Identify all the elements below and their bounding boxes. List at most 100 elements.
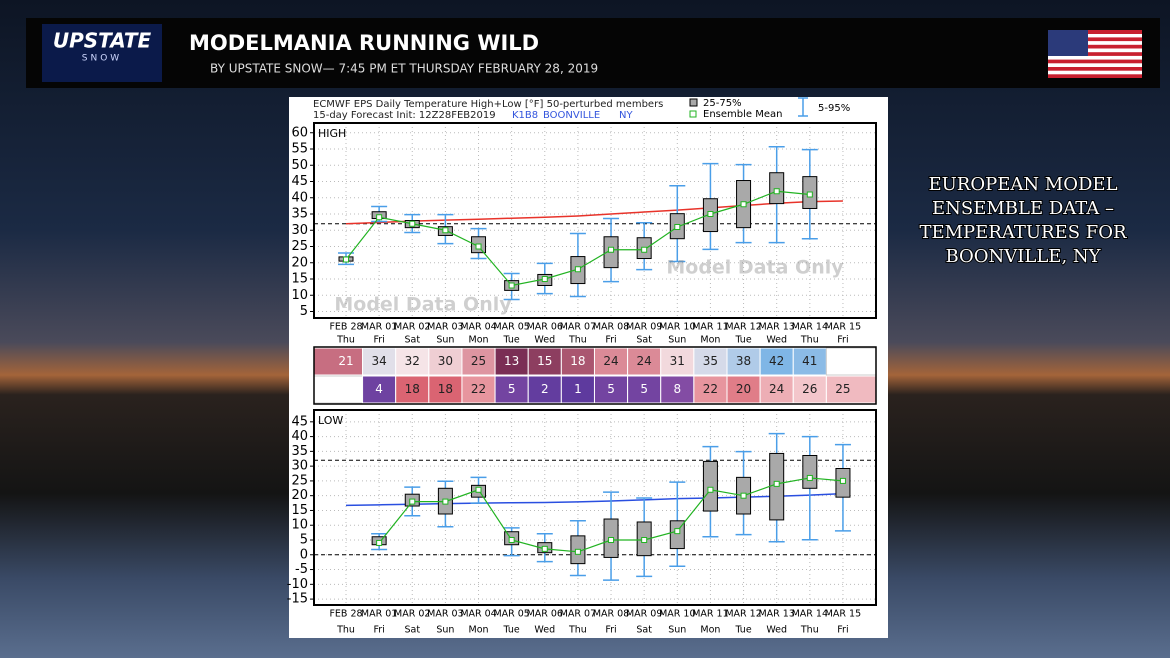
mean-marker <box>674 224 681 230</box>
x-tick-label: MAR 12 <box>725 609 761 620</box>
y-tick-label: -15 <box>287 592 308 607</box>
weekday-label: Thu <box>568 625 587 636</box>
flag <box>1048 30 1142 78</box>
x-tick-label: MAR 01 <box>361 322 397 333</box>
table-value: 42 <box>769 354 784 368</box>
mean-marker <box>409 220 416 227</box>
box <box>802 455 818 489</box>
plot-frame <box>313 122 877 319</box>
table-value: 18 <box>438 382 453 396</box>
table-value: 5 <box>640 382 648 396</box>
mean-marker <box>641 537 648 543</box>
y-tick-label: 35 <box>291 207 308 222</box>
mean-marker <box>574 266 581 273</box>
legend-box <box>689 98 698 107</box>
legend-label: 5-95% <box>818 103 850 114</box>
table-value: 34 <box>371 354 386 368</box>
x-tick-label: MAR 09 <box>626 322 662 333</box>
logo-sub: SNOW <box>82 54 122 64</box>
y-tick-label: 35 <box>291 444 308 459</box>
x-tick-label: MAR 02 <box>394 322 430 333</box>
table-value: 24 <box>603 354 618 368</box>
table-value: 18 <box>570 354 585 368</box>
table-cell <box>395 375 430 404</box>
table-value: 22 <box>471 382 486 396</box>
x-tick-label: MAR 15 <box>825 609 861 620</box>
weekday-label: Thu <box>336 335 355 346</box>
panel-label: LOW <box>318 414 343 427</box>
table-value: 31 <box>670 354 685 368</box>
x-tick-label: MAR 08 <box>593 609 629 620</box>
weekday-label: Sun <box>668 335 686 346</box>
mean-marker <box>376 539 383 546</box>
header-bar <box>26 18 1160 88</box>
y-tick-label: 0 <box>300 547 308 562</box>
x-tick-label: MAR 06 <box>527 609 563 620</box>
table-value: 8 <box>673 382 681 396</box>
table-value: 24 <box>637 354 652 368</box>
table-cell <box>627 347 662 376</box>
mean-marker <box>839 477 846 484</box>
y-tick-label: 60 <box>291 125 308 140</box>
table-value: 32 <box>405 354 420 368</box>
x-tick-label: FEB 28 <box>329 322 362 333</box>
table-cell <box>494 375 529 404</box>
table-cell <box>362 375 397 404</box>
table-cell-empty <box>313 375 364 404</box>
table-cell <box>660 375 695 404</box>
y-tick-label: 50 <box>291 158 308 173</box>
mean-marker <box>740 201 747 208</box>
weekday-label: Fri <box>605 625 616 636</box>
watermark: Model Data Only <box>666 257 844 279</box>
y-tick-label: 25 <box>291 239 308 254</box>
x-tick-label: MAR 11 <box>692 609 728 620</box>
table-cell <box>660 347 695 376</box>
y-tick-label: 40 <box>291 429 308 444</box>
mean-marker <box>442 227 449 234</box>
mean-marker <box>475 243 482 250</box>
table-value: 15 <box>537 354 552 368</box>
x-tick-label: MAR 03 <box>427 609 463 620</box>
x-tick-label: MAR 09 <box>626 609 662 620</box>
x-tick-label: MAR 08 <box>593 322 629 333</box>
y-tick-label: 25 <box>291 473 308 488</box>
mean-marker <box>773 480 780 487</box>
table-value: 2 <box>541 382 549 396</box>
table-value: 24 <box>769 382 784 396</box>
weekday-label: Thu <box>800 625 819 636</box>
table-cell <box>792 375 827 404</box>
y-tick-label: -10 <box>287 577 308 592</box>
sidebar-line: ENSEMBLE DATA – <box>932 198 1114 219</box>
table-value: 13 <box>504 354 519 368</box>
panel-init: 15-day Forecast Init: 12Z28FEB2019 <box>313 110 496 121</box>
table-cell <box>527 375 562 404</box>
table-value: 5 <box>508 382 516 396</box>
table-value: 35 <box>703 354 718 368</box>
y-tick-label: 5 <box>300 533 308 548</box>
weekday-label: Fri <box>373 335 384 346</box>
mean-marker <box>343 256 349 263</box>
weekday-label: Mon <box>469 335 489 346</box>
mean-marker <box>773 188 780 195</box>
box <box>669 520 685 550</box>
x-tick-label: MAR 02 <box>394 609 430 620</box>
x-tick-label: MAR 05 <box>493 322 529 333</box>
table-cell <box>428 375 463 404</box>
weekday-label: Thu <box>336 625 355 636</box>
x-tick-label: MAR 12 <box>725 322 761 333</box>
legend-label: 25-75% <box>703 98 742 109</box>
x-tick-label: MAR 14 <box>792 322 828 333</box>
y-tick-label: 10 <box>291 288 308 303</box>
x-tick-label: MAR 07 <box>560 322 596 333</box>
table-value: 18 <box>405 382 420 396</box>
x-tick-label: MAR 03 <box>427 322 463 333</box>
x-tick-label: MAR 10 <box>659 609 695 620</box>
logo: UPSTATE <box>53 29 152 53</box>
table-value: 30 <box>438 354 453 368</box>
table-value: 1 <box>574 382 582 396</box>
table-value: 5 <box>607 382 615 396</box>
box <box>769 172 785 205</box>
y-tick-label: 15 <box>291 503 308 518</box>
y-tick-label: 45 <box>291 414 308 429</box>
legend-mean <box>689 110 697 118</box>
